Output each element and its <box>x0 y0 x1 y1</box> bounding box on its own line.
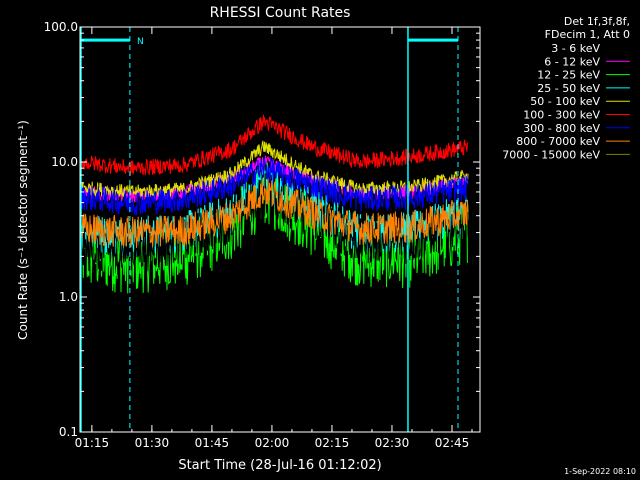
legend-entry-label: 50 - 100 keV <box>530 95 600 108</box>
legend-header-line-2: FDecim 1, Att 0 <box>545 28 630 41</box>
x-tick-label: 02:15 <box>315 436 350 450</box>
time-markers <box>80 27 459 432</box>
legend: Det 1f,3f,8f, FDecim 1, Att 0 3 - 6 keV6… <box>502 15 630 161</box>
x-tick-label: 02:00 <box>255 436 290 450</box>
series-line-800-7000keV <box>79 176 469 248</box>
legend-entry-label: 800 - 7000 keV <box>516 135 600 148</box>
legend-header-line-1: Det 1f,3f,8f, <box>564 15 630 28</box>
plot-frame <box>79 26 481 433</box>
series-line-100-300keV <box>79 114 469 176</box>
y-tick-label: 1.0 <box>59 290 78 304</box>
legend-entry-label: 300 - 800 keV <box>523 122 600 135</box>
x-tick-label: 01:15 <box>75 436 110 450</box>
chart-title: RHESSI Count Rates <box>210 5 351 21</box>
x-tick-label: 02:45 <box>435 436 470 450</box>
legend-entry-label: 12 - 25 keV <box>537 69 600 82</box>
x-tick-label: 02:30 <box>375 436 410 450</box>
x-tick-label: 01:30 <box>135 436 170 450</box>
legend-entry-label: 7000 - 15000 keV <box>502 148 600 161</box>
y-axis-label: Count Rate (s⁻¹ detector segment⁻¹) <box>16 120 30 340</box>
x-tick-label: 01:45 <box>195 436 230 450</box>
footer-timestamp: 1-Sep-2022 08:10 <box>564 467 636 476</box>
y-tick-label: 0.1 <box>59 425 78 439</box>
series-layer <box>79 114 469 294</box>
legend-entry-label: 100 - 300 keV <box>523 109 600 122</box>
y-tick-label: 10.0 <box>51 155 78 169</box>
legend-entry-label: 6 - 12 keV <box>544 55 600 68</box>
legend-entry-label: 25 - 50 keV <box>537 82 600 95</box>
series-line-50-100keV <box>79 140 469 198</box>
series-line-300-800keV <box>79 157 469 216</box>
legend-entry-label: 3 - 6 keV <box>551 42 600 55</box>
x-axis-label: Start Time (28-Jul-16 01:12:02) <box>178 458 381 473</box>
axis-ticks: 01:15 01:30 01:45 02:00 02:15 02:30 02:45 0.1 1.… <box>44 20 480 450</box>
flag-label: N <box>137 37 144 47</box>
y-tick-label: 100.0 <box>44 20 78 34</box>
